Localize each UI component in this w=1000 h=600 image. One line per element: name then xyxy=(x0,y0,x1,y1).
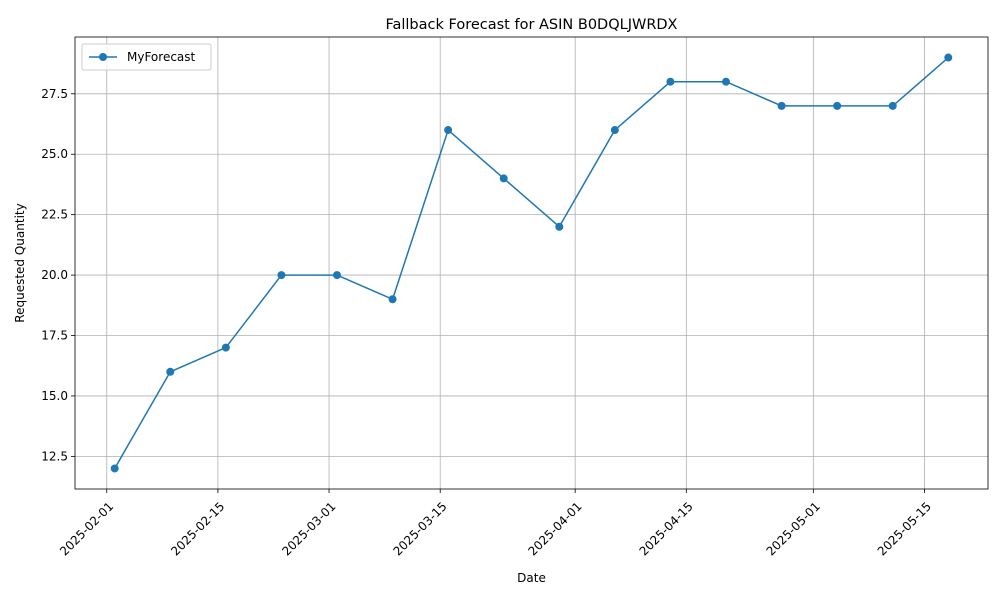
y-tick-label: 17.5 xyxy=(41,329,68,343)
plot-area xyxy=(74,36,989,490)
y-tick-label: 20.0 xyxy=(41,268,68,282)
data-point xyxy=(888,101,897,110)
x-axis-label: Date xyxy=(517,571,546,585)
x-tick-label: 2025-05-15 xyxy=(875,499,934,558)
data-point xyxy=(499,174,508,183)
data-point xyxy=(444,126,453,135)
legend-box xyxy=(81,43,212,71)
chart-title: Fallback Forecast for ASIN B0DQLJWRDX xyxy=(385,17,677,33)
legend-label: MyForecast xyxy=(127,50,196,64)
y-tick-label: 25.0 xyxy=(41,147,68,161)
y-tick-label: 22.5 xyxy=(41,208,68,222)
x-tick-label: 2025-04-01 xyxy=(525,499,584,558)
data-point xyxy=(944,53,953,62)
data-point xyxy=(666,77,675,86)
data-point xyxy=(555,222,564,231)
data-point xyxy=(833,101,842,110)
data-point xyxy=(610,126,619,135)
data-point xyxy=(110,464,119,473)
data-point xyxy=(332,271,341,280)
data-point xyxy=(277,271,286,280)
data-point xyxy=(388,295,397,304)
data-point xyxy=(221,343,230,352)
x-tick-label: 2025-04-15 xyxy=(637,499,696,558)
y-tick-label: 27.5 xyxy=(41,87,68,101)
x-tick-label: 2025-03-15 xyxy=(390,499,449,558)
x-tick-label: 2025-03-01 xyxy=(279,499,338,558)
x-tick-label: 2025-02-01 xyxy=(57,499,116,558)
x-tick-label: 2025-02-15 xyxy=(168,499,227,558)
grid xyxy=(75,37,988,489)
x-axis: 2025-02-01 2025-02-15 2025-03-01 2025-03-15… xyxy=(57,489,934,558)
y-axis-label: Requested Quantity xyxy=(13,203,27,322)
y-tick-label: 15.0 xyxy=(41,389,68,403)
data-point xyxy=(777,101,786,110)
legend-marker xyxy=(99,53,107,61)
axes-frame xyxy=(74,36,989,490)
legend: MyForecast xyxy=(81,43,212,71)
series-line xyxy=(114,56,949,469)
data-point xyxy=(722,77,731,86)
x-tick-label: 2025-05-01 xyxy=(764,499,823,558)
y-tick-label: 12.5 xyxy=(41,449,68,463)
y-axis: 12.5 15.0 17.5 20.0 22.5 25.0 27.5 xyxy=(41,87,75,463)
data-point xyxy=(166,367,175,376)
